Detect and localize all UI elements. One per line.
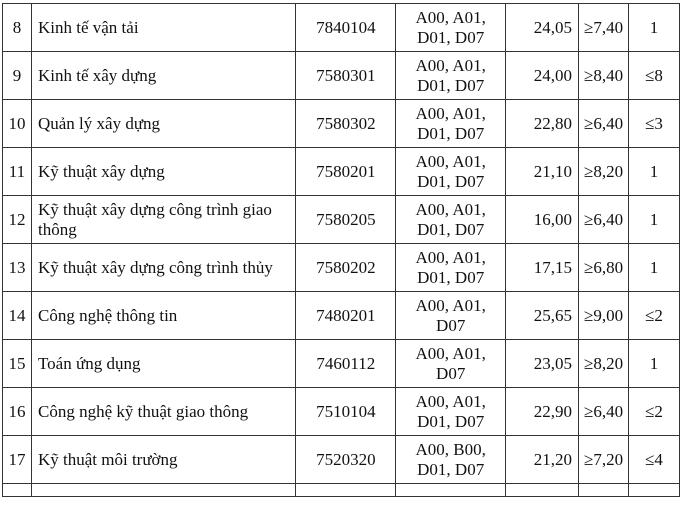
tiebreak-criteria: ≥9,00	[578, 291, 630, 340]
tiebreak-criteria: ≥6,80	[578, 243, 630, 292]
major-name: Kinh tế vận tải	[30, 3, 297, 52]
cutoff-score: 22,80	[505, 99, 580, 148]
table-row-partial	[2, 483, 680, 497]
cutoff-score: 24,00	[505, 51, 580, 100]
row-number: 16	[2, 387, 32, 436]
table-row: 16 Công nghệ kỹ thuật giao thông 7510104 A0…	[2, 387, 680, 436]
row-number: 12	[2, 195, 32, 244]
priority-order: 1	[628, 3, 680, 52]
subject-combinations: A00, A01, D01, D07	[395, 147, 507, 196]
tiebreak-criteria: ≥8,40	[578, 51, 630, 100]
row-number: 10	[2, 99, 32, 148]
row-number: 13	[2, 243, 32, 292]
table-row: 14 Công nghệ thông tin 7480201 A00, A01, D0…	[2, 291, 680, 340]
cutoff-score: 24,05	[505, 3, 580, 52]
cutoff-score: 23,05	[505, 339, 580, 388]
row-number: 17	[2, 435, 32, 484]
empty-cell	[30, 483, 297, 497]
table-row: 8 Kinh tế vận tải 7840104 A00, A01, D01, D0…	[2, 3, 680, 52]
major-name: Quản lý xây dựng	[30, 99, 297, 148]
row-number: 9	[2, 51, 32, 100]
empty-cell	[2, 483, 32, 497]
subject-combinations: A00, A01, D01, D07	[395, 51, 507, 100]
major-name: Toán ứng dụng	[30, 339, 297, 388]
table-row: 13 Kỹ thuật xây dựng công trình thủy 75802…	[2, 243, 680, 292]
major-code: 7480201	[295, 291, 397, 340]
subject-combinations: A00, A01, D01, D07	[395, 195, 507, 244]
table-row: 15 Toán ứng dụng 7460112 A00, A01, D07 23,05…	[2, 339, 680, 388]
cutoff-score: 22,90	[505, 387, 580, 436]
major-name: Kinh tế xây dựng	[30, 51, 297, 100]
admission-scores-table: 8 Kinh tế vận tải 7840104 A00, A01, D01, D0…	[2, 3, 680, 497]
empty-cell	[505, 483, 580, 497]
major-code: 7580201	[295, 147, 397, 196]
priority-order: 1	[628, 339, 680, 388]
tiebreak-criteria: ≥6,40	[578, 387, 630, 436]
major-name: Kỹ thuật xây dựng công trình thủy	[30, 243, 297, 292]
major-code: 7580202	[295, 243, 397, 292]
subject-combinations: A00, A01, D01, D07	[395, 99, 507, 148]
empty-cell	[395, 483, 507, 497]
cutoff-score: 17,15	[505, 243, 580, 292]
subject-combinations: A00, A01, D07	[395, 339, 507, 388]
empty-cell	[295, 483, 397, 497]
tiebreak-criteria: ≥6,40	[578, 99, 630, 148]
cutoff-score: 16,00	[505, 195, 580, 244]
major-name: Công nghệ thông tin	[30, 291, 297, 340]
major-code: 7460112	[295, 339, 397, 388]
major-name: Kỹ thuật xây dựng	[30, 147, 297, 196]
major-name: Kỹ thuật môi trường	[30, 435, 297, 484]
row-number: 15	[2, 339, 32, 388]
table-row: 12 Kỹ thuật xây dựng công trình giao thôn…	[2, 195, 680, 244]
empty-cell	[628, 483, 680, 497]
tiebreak-criteria: ≥8,20	[578, 147, 630, 196]
major-code: 7840104	[295, 3, 397, 52]
tiebreak-criteria: ≥7,20	[578, 435, 630, 484]
subject-combinations: A00, A01, D07	[395, 291, 507, 340]
table-row: 17 Kỹ thuật môi trường 7520320 A00, B00, D0…	[2, 435, 680, 484]
row-number: 14	[2, 291, 32, 340]
priority-order: ≤2	[628, 291, 680, 340]
table-row: 11 Kỹ thuật xây dựng 7580201 A00, A01, D01,…	[2, 147, 680, 196]
major-name: Công nghệ kỹ thuật giao thông	[30, 387, 297, 436]
priority-order: ≤2	[628, 387, 680, 436]
tiebreak-criteria: ≥8,20	[578, 339, 630, 388]
subject-combinations: A00, A01, D01, D07	[395, 3, 507, 52]
priority-order: 1	[628, 147, 680, 196]
priority-order: ≤3	[628, 99, 680, 148]
row-number: 11	[2, 147, 32, 196]
major-code: 7580205	[295, 195, 397, 244]
subject-combinations: A00, A01, D01, D07	[395, 243, 507, 292]
cutoff-score: 25,65	[505, 291, 580, 340]
tiebreak-criteria: ≥6,40	[578, 195, 630, 244]
tiebreak-criteria: ≥7,40	[578, 3, 630, 52]
subject-combinations: A00, A01, D01, D07	[395, 387, 507, 436]
table-row: 10 Quản lý xây dựng 7580302 A00, A01, D01, …	[2, 99, 680, 148]
major-code: 7510104	[295, 387, 397, 436]
priority-order: ≤4	[628, 435, 680, 484]
priority-order: 1	[628, 195, 680, 244]
priority-order: ≤8	[628, 51, 680, 100]
priority-order: 1	[628, 243, 680, 292]
empty-cell	[578, 483, 630, 497]
row-number: 8	[2, 3, 32, 52]
major-code: 7520320	[295, 435, 397, 484]
major-code: 7580302	[295, 99, 397, 148]
subject-combinations: A00, B00, D01, D07	[395, 435, 507, 484]
cutoff-score: 21,10	[505, 147, 580, 196]
major-code: 7580301	[295, 51, 397, 100]
cutoff-score: 21,20	[505, 435, 580, 484]
major-name: Kỹ thuật xây dựng công trình giao thông	[30, 195, 297, 244]
table-row: 9 Kinh tế xây dựng 7580301 A00, A01, D01, D…	[2, 51, 680, 100]
